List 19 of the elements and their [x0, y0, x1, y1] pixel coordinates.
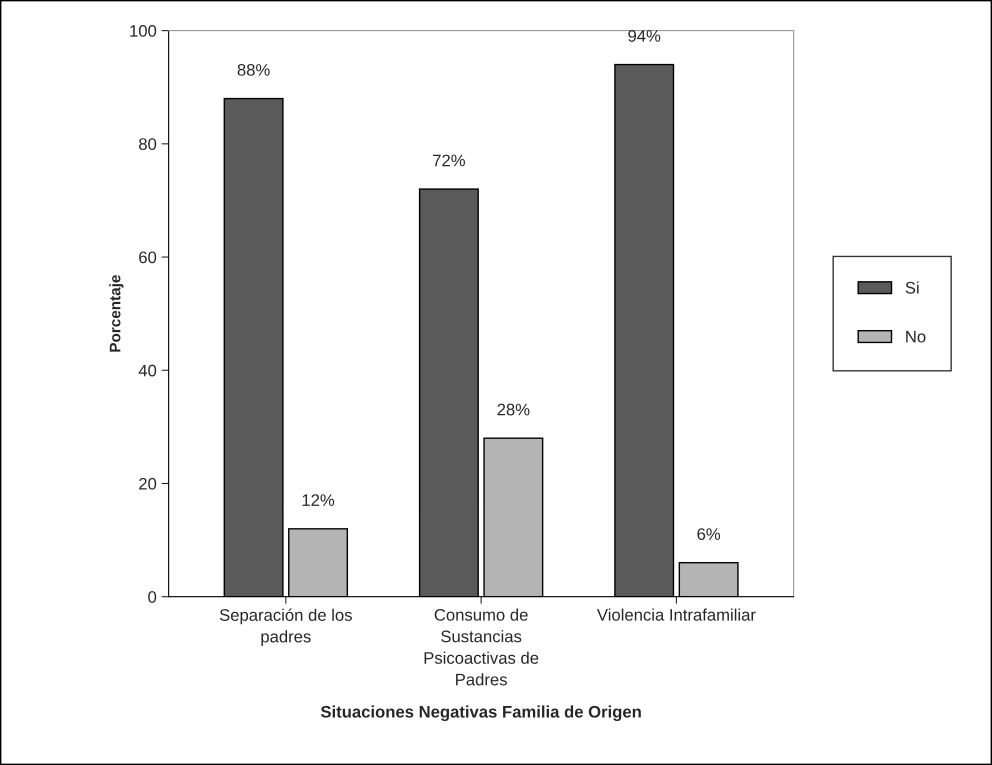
data-label: 72%: [433, 154, 465, 166]
legend-label: No: [906, 330, 926, 343]
y-tick-label: 60: [139, 251, 156, 264]
y-tick-label: 100: [130, 25, 156, 37]
y-tick-label: 40: [138, 364, 156, 376]
data-label: 12%: [302, 494, 334, 506]
x-tick-label: Violencia Intrafamiliar: [596, 608, 756, 621]
y-tick-label: 0: [148, 591, 156, 603]
y-tick-label: 20: [139, 478, 156, 490]
x-tick-label: Consumo de Sustancias Psicoactivas de Padres: [424, 608, 538, 686]
x-axis-title: Situaciones Negativas Familia de Origen: [320, 705, 641, 722]
data-label: 94%: [628, 30, 660, 42]
data-label: 28%: [498, 404, 530, 416]
data-label: 6%: [697, 528, 720, 540]
legend-label: Si: [906, 281, 919, 294]
x-tick-label: Separación de los padres: [220, 608, 352, 646]
y-axis-title: Porcentaje: [109, 275, 124, 352]
data-label: 88%: [238, 64, 270, 76]
y-tick-label: 80: [139, 138, 156, 150]
